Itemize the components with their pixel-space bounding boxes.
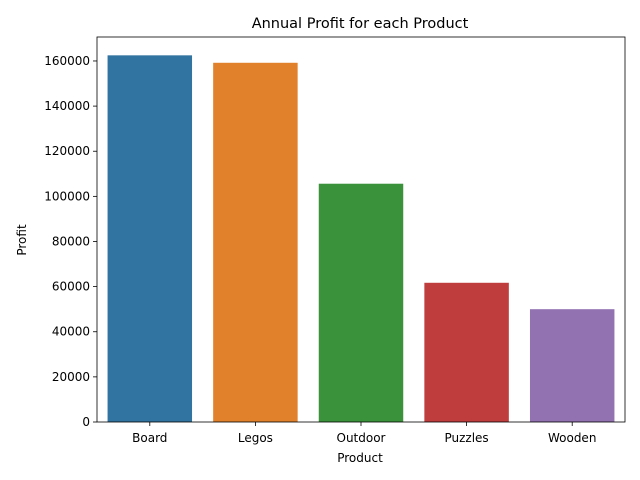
y-tick-label: 140000: [44, 99, 90, 113]
x-tick-label: Wooden: [548, 431, 596, 445]
bar-legos: [213, 62, 298, 423]
y-tick-label: 20000: [52, 370, 90, 384]
y-axis: 0 20000 40000 60000 80000 100000 120000 140000 1…: [44, 54, 97, 429]
x-axis-label: Product: [337, 451, 383, 465]
bar-outdoor: [318, 183, 404, 422]
y-tick-label: 160000: [44, 54, 90, 68]
y-tick-label: 60000: [52, 280, 90, 294]
x-tick-label: Puzzles: [444, 431, 488, 445]
y-tick-label: 100000: [44, 189, 90, 203]
bar-wooden: [529, 309, 615, 422]
x-tick-label: Outdoor: [337, 431, 386, 445]
y-tick-label: 40000: [52, 325, 90, 339]
bar-board: [107, 55, 193, 422]
bars-group: [107, 55, 615, 423]
chart-title: Annual Profit for each Product: [252, 16, 469, 32]
y-tick-label: 0: [82, 415, 90, 429]
x-axis: Board Legos Outdoor Puzzles Wooden: [132, 422, 596, 445]
x-tick-label: Board: [132, 431, 167, 445]
bar-puzzles: [424, 282, 509, 422]
plot-frame: [96, 36, 626, 423]
y-axis-label: Profit: [15, 224, 29, 256]
y-tick-label: 80000: [52, 234, 90, 248]
y-tick-label: 120000: [44, 144, 90, 158]
x-tick-label: Legos: [238, 431, 273, 445]
